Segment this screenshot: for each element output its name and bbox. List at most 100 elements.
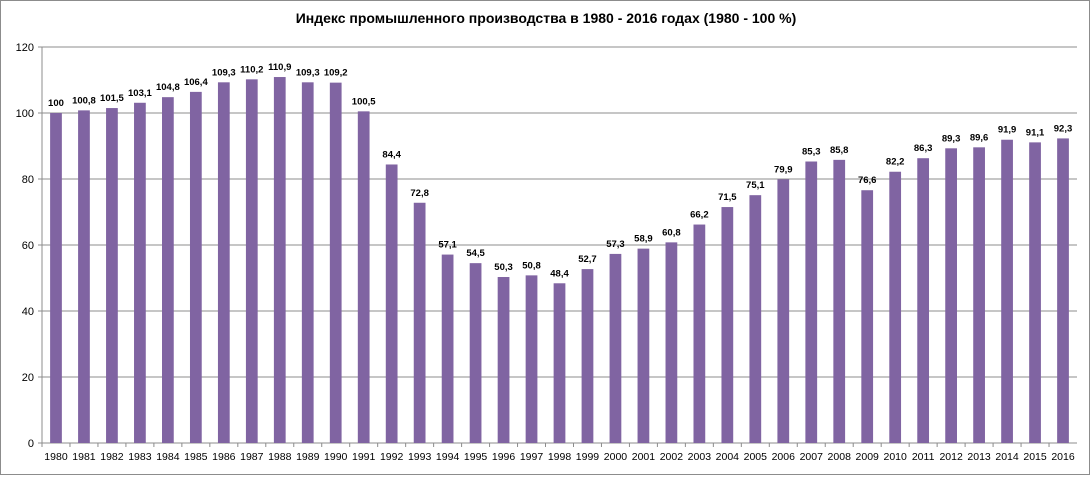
data-label: 101,5 <box>100 93 124 104</box>
data-label: 100,8 <box>72 95 96 106</box>
bar <box>665 242 678 443</box>
bar <box>329 82 342 443</box>
data-label: 72,8 <box>410 188 429 199</box>
chart-title: Индекс промышленного производства в 1980… <box>295 10 797 26</box>
data-label: 86,3 <box>914 143 933 154</box>
data-label: 100 <box>48 98 64 109</box>
data-label: 52,7 <box>578 254 597 265</box>
y-tick-label: 0 <box>28 438 34 450</box>
x-tick-label: 1982 <box>100 451 124 463</box>
x-tick-label: 2006 <box>772 451 796 463</box>
x-tick-label: 1988 <box>268 451 292 463</box>
bar <box>162 97 174 443</box>
data-label: 66,2 <box>690 210 709 221</box>
x-tick-label: 1987 <box>240 451 264 463</box>
y-tick-label: 100 <box>16 108 34 120</box>
data-label: 76,6 <box>858 175 877 186</box>
bar <box>581 269 594 443</box>
x-tick-label: 1992 <box>380 451 404 463</box>
x-tick-label: 2014 <box>995 451 1019 463</box>
data-label: 48,4 <box>550 268 569 279</box>
bar <box>973 147 985 443</box>
bar <box>917 158 930 443</box>
bar <box>777 179 790 443</box>
x-tick-label: 2003 <box>688 451 712 463</box>
x-tick-label: 1990 <box>324 451 348 463</box>
data-label: 57,1 <box>438 240 457 251</box>
y-tick-label: 40 <box>22 306 34 318</box>
bar <box>78 110 90 444</box>
data-label: 109,3 <box>296 67 320 78</box>
x-tick-label: 1981 <box>72 451 96 463</box>
data-label: 100,5 <box>352 96 376 107</box>
x-tick-label: 1995 <box>464 451 488 463</box>
x-tick-label: 1999 <box>576 451 600 463</box>
bar <box>189 91 202 443</box>
y-tick-label: 80 <box>22 174 34 186</box>
data-label: 85,3 <box>802 147 821 158</box>
data-label: 71,5 <box>718 192 737 203</box>
x-tick-label: 2004 <box>716 451 740 463</box>
x-tick-label: 2005 <box>744 451 768 463</box>
data-label: 85,8 <box>830 145 849 156</box>
x-tick-label: 2015 <box>1023 451 1047 463</box>
x-tick-label: 2000 <box>604 451 628 463</box>
x-tick-label: 1998 <box>548 451 572 463</box>
data-label: 84,4 <box>382 149 401 160</box>
bar <box>945 148 957 443</box>
data-label: 89,6 <box>970 132 989 143</box>
bar <box>1057 138 1069 443</box>
bar <box>833 159 846 444</box>
bar <box>637 248 650 443</box>
data-label: 103,1 <box>128 88 152 99</box>
data-label: 91,9 <box>998 125 1017 136</box>
x-tick-label: 1980 <box>44 451 68 463</box>
x-tick-label: 1984 <box>156 451 180 463</box>
bar <box>721 207 734 443</box>
data-label: 110,9 <box>268 62 291 73</box>
x-tick-label: 1994 <box>436 451 460 463</box>
data-label: 57,3 <box>606 239 625 250</box>
bar <box>441 254 454 443</box>
x-tick-label: 1986 <box>212 451 236 463</box>
x-tick-label: 2011 <box>912 451 935 463</box>
bar <box>106 108 118 444</box>
bar <box>553 283 566 443</box>
bar <box>301 82 314 443</box>
bar <box>749 195 762 443</box>
bar <box>1029 142 1041 443</box>
x-tick-label: 2008 <box>828 451 852 463</box>
y-tick-label: 120 <box>16 42 34 54</box>
bar <box>245 79 258 443</box>
bar <box>693 224 706 443</box>
x-tick-label: 1993 <box>408 451 432 463</box>
data-label: 75,1 <box>746 180 765 191</box>
data-label: 110,2 <box>240 64 263 75</box>
bar <box>357 111 370 443</box>
bar <box>497 277 510 443</box>
data-label: 109,3 <box>212 67 236 78</box>
x-tick-label: 1985 <box>184 451 208 463</box>
x-tick-label: 2007 <box>800 451 824 463</box>
x-tick-label: 1983 <box>128 451 152 463</box>
bar <box>385 164 398 444</box>
bar <box>50 113 62 443</box>
x-tick-label: 2016 <box>1051 451 1075 463</box>
bar <box>413 202 426 443</box>
bar <box>217 82 230 443</box>
bar <box>469 263 482 443</box>
x-tick-label: 2001 <box>632 451 656 463</box>
data-label: 50,8 <box>522 260 541 271</box>
data-label: 50,3 <box>494 262 513 273</box>
bar <box>273 77 286 443</box>
bar <box>861 190 874 443</box>
data-label: 89,3 <box>942 133 961 144</box>
x-tick-label: 1997 <box>520 451 544 463</box>
data-label: 79,9 <box>774 164 793 175</box>
x-tick-label: 2012 <box>939 451 963 463</box>
data-label: 58,9 <box>634 234 653 245</box>
bar <box>525 275 538 443</box>
data-label: 92,3 <box>1054 123 1073 134</box>
